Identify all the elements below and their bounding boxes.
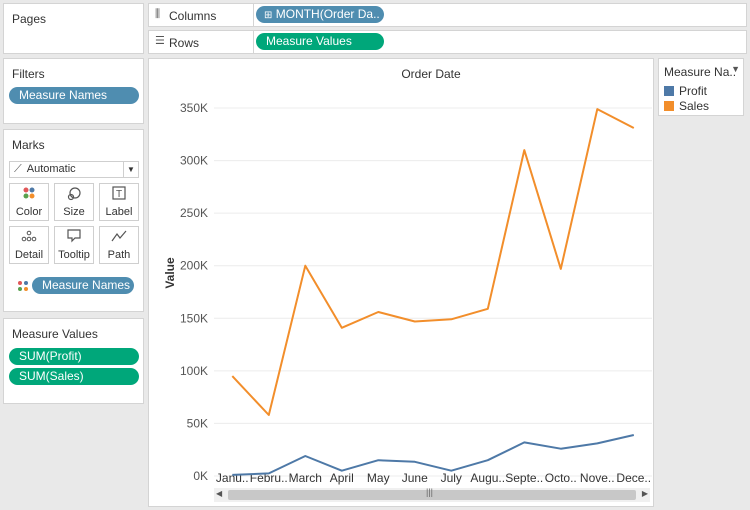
x-tick-label: Septe.. [505,471,543,485]
line-chart: Order Date Value 0K 50K 100K 150K 200K 250K 30… [163,67,652,485]
detail-label: Detail [14,249,44,261]
x-tick-label: April [330,471,354,485]
grip-icon: ||| [426,487,434,497]
legend-menu-icon[interactable]: ▼ [731,64,740,74]
tooltip-label: Tooltip [58,249,90,261]
label-button[interactable]: T Label [99,183,139,221]
x-tick-label: Dece.. [616,471,651,485]
legend-title: Measure Na.. [664,65,737,79]
x-tick-label: Nove.. [580,471,615,485]
shelf-divider [253,4,254,26]
label-label: Label [105,206,133,218]
path-label: Path [107,249,131,261]
legend-card: Measure Na.. ▼ Profit Sales [658,58,744,116]
x-tick-label: Augu.. [470,471,505,485]
columns-pill-month[interactable]: ⊞ MONTH(Order Da.. [256,6,384,23]
measure-pill-sales[interactable]: SUM(Sales) [9,368,139,385]
columns-label: Columns [169,9,217,23]
legend-item-profit[interactable]: Profit [664,84,707,98]
x-tick-label: May [367,471,390,485]
filters-title: Filters [12,67,45,81]
y-tick-label: 150K [180,311,208,325]
scroll-left-icon[interactable]: ◀ [216,489,223,498]
y-axis-title: Value [163,257,177,289]
scrollbar-thumb[interactable]: ||| [228,487,636,500]
size-icon [55,186,93,206]
detail-icon [10,229,48,249]
shelf-divider [253,31,254,53]
measure-values-title: Measure Values [12,327,98,341]
legend-swatch-profit [664,86,674,96]
y-tick-label: 350K [180,101,208,115]
color-button[interactable]: Color [9,183,49,221]
marks-title: Marks [12,138,45,152]
rows-shelf: ☰ Rows Measure Values [148,30,747,54]
color-label: Color [15,206,43,218]
color-pill-measure-names[interactable]: Measure Names [32,277,134,294]
y-tick-label: 300K [180,154,208,168]
path-button[interactable]: Path [99,226,139,264]
detail-button[interactable]: Detail [9,226,49,264]
y-tick-label: 0K [193,469,208,483]
rows-icon: ☰ [155,35,165,47]
filter-pill-measure-names[interactable]: Measure Names [9,87,139,104]
legend-label-sales: Sales [679,99,710,113]
filters-card: Filters Measure Names [3,58,144,124]
color-icon [10,186,48,206]
columns-icon: ⫼ [155,8,160,20]
y-tick-label: 250K [180,206,208,220]
y-tick-label: 100K [180,364,208,378]
columns-pill-label: MONTH(Order Da.. [275,7,380,21]
pages-title: Pages [12,12,47,26]
rows-pill-measure-values[interactable]: Measure Values [256,33,384,50]
rows-label: Rows [169,36,200,50]
y-tick-label: 200K [180,259,208,273]
expand-icon: ⊞ [264,10,273,21]
size-label: Size [63,206,85,218]
horizontal-scrollbar[interactable]: ◀ ||| ▶ [214,487,650,502]
series-line-sales[interactable] [231,108,635,416]
chart-title: Order Date [401,67,461,81]
svg-text:T: T [116,189,122,200]
x-tick-label: Janu.. [216,471,249,485]
label-icon: T [100,186,138,206]
color-encoding-icon [17,280,29,295]
marks-card: Marks ⟋ Automatic ▼ Color Size T Label D… [3,129,144,312]
x-tick-label: July [441,471,462,485]
x-tick-label: March [289,471,322,485]
view-canvas: Order Date Value 0K 50K 100K 150K 200K 250K 30… [148,58,654,507]
tooltip-icon [55,229,93,249]
size-button[interactable]: Size [54,183,94,221]
x-tick-label: Octo.. [545,471,577,485]
path-icon [100,229,138,249]
series-line-profit[interactable] [232,434,635,476]
legend-swatch-sales [664,101,674,111]
chevron-down-icon: ▼ [123,162,138,177]
measure-pill-profit[interactable]: SUM(Profit) [9,348,139,365]
tooltip-button[interactable]: Tooltip [54,226,94,264]
columns-shelf: ⫼ Columns ⊞ MONTH(Order Da.. [148,3,747,27]
y-tick-label: 50K [187,416,208,430]
mark-type-value: Automatic [26,163,76,175]
line-icon: ⟋ [14,163,22,175]
legend-item-sales[interactable]: Sales [664,99,709,113]
scroll-right-icon[interactable]: ▶ [641,489,648,498]
x-tick-label: June [402,471,428,485]
mark-type-dropdown[interactable]: ⟋ Automatic ▼ [9,161,139,178]
measure-values-card: Measure Values SUM(Profit) SUM(Sales) [3,318,144,404]
legend-label-profit: Profit [679,84,708,98]
pages-card: Pages [3,3,144,54]
